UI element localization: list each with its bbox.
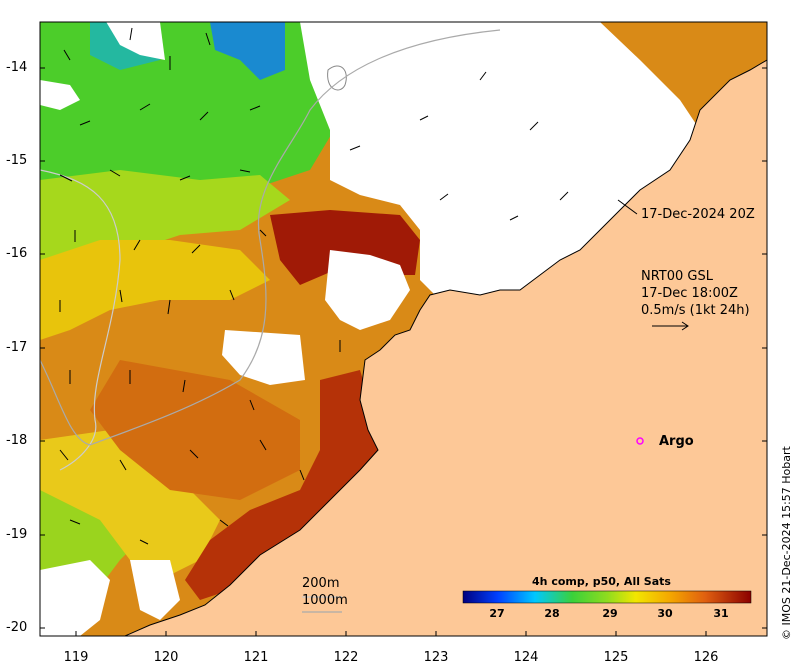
timestamp-label: 17-Dec-2024 20Z <box>641 207 755 222</box>
timestamp-leader <box>617 199 638 215</box>
land-mass <box>125 60 767 636</box>
cloud-patch-5 <box>130 560 180 620</box>
credit-text: © IMOS 21-Dec-2024 15:57 Hobart <box>780 446 793 640</box>
x-tick-label: 124 <box>513 650 539 665</box>
current-legend-line1: NRT00 GSL <box>641 269 713 284</box>
current-legend-line2: 17-Dec 18:00Z <box>641 286 738 301</box>
isobath-200m-label: 200m <box>302 576 340 591</box>
x-tick-label: 122 <box>333 650 359 665</box>
y-tick-label: -17 <box>6 340 28 355</box>
colorbar-tick: 29 <box>602 607 618 620</box>
isobath-200m <box>40 169 121 471</box>
colorbar-tick: 27 <box>489 607 505 620</box>
cloud-patch-3 <box>40 80 80 110</box>
sst-orange-mid <box>90 360 300 500</box>
colorbar-tick: 30 <box>657 607 673 620</box>
isobath-1000m <box>40 29 501 446</box>
coast-outline <box>124 59 767 636</box>
x-tick-label: 123 <box>423 650 449 665</box>
y-tick-label: -20 <box>6 620 28 635</box>
x-tick-label: 120 <box>153 650 179 665</box>
sst-blue-patch <box>210 22 285 80</box>
isobath-1000m-label: 1000m <box>302 593 348 608</box>
y-tick-label: -14 <box>6 60 28 75</box>
island-outline <box>327 65 347 91</box>
colorbar <box>462 590 752 604</box>
cloud-patch-2 <box>106 22 165 60</box>
current-vectors <box>59 27 569 545</box>
sst-lightgreen-zone <box>40 170 290 300</box>
plot-frame <box>39 21 768 637</box>
axis-ticks <box>40 67 767 636</box>
cloud-patch-1 <box>222 330 305 385</box>
sst-sw-yellow <box>40 430 220 580</box>
y-tick-label: -15 <box>6 153 28 168</box>
y-tick-label: -16 <box>6 246 28 261</box>
y-tick-label: -19 <box>6 527 28 542</box>
colorbar-tick: 28 <box>544 607 560 620</box>
current-scale-arrow <box>652 321 689 331</box>
colorbar-title: 4h comp, p50, All Sats <box>532 575 671 588</box>
x-tick-label: 126 <box>693 650 719 665</box>
sst-yellow-zone <box>40 240 270 340</box>
current-legend-line3: 0.5m/s (1kt 24h) <box>641 303 750 318</box>
argo-label: Argo <box>659 434 694 449</box>
colorbar-tick: 31 <box>713 607 729 620</box>
x-tick-label: 119 <box>63 650 89 665</box>
cloud-centre <box>325 250 410 330</box>
y-tick-label: -18 <box>6 433 28 448</box>
cloud-patch-4 <box>40 560 110 636</box>
x-tick-label: 125 <box>603 650 629 665</box>
sst-red-coast <box>185 370 380 600</box>
x-tick-label: 121 <box>243 650 269 665</box>
argo-marker <box>636 437 644 445</box>
